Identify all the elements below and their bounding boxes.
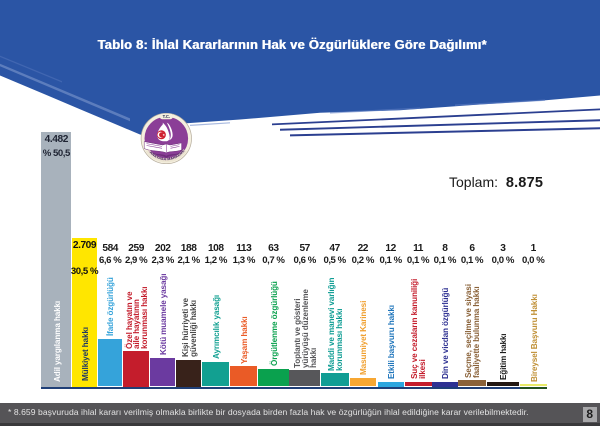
svg-text:T.C.: T.C. bbox=[163, 114, 170, 119]
